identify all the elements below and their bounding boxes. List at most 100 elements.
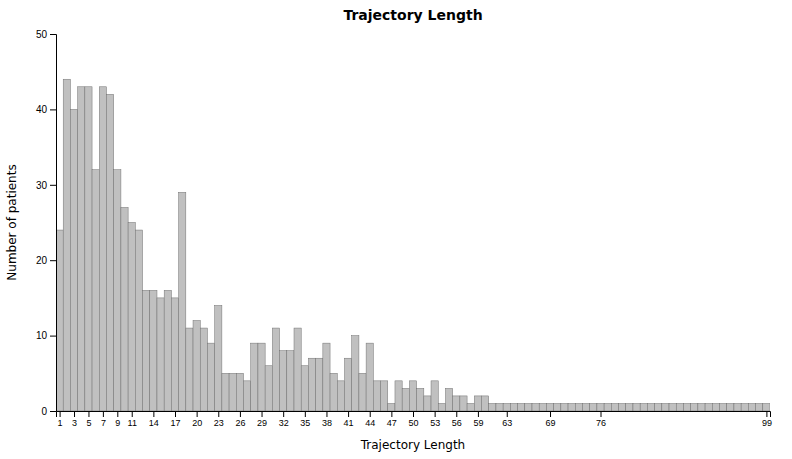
bar: [525, 403, 532, 411]
bar: [763, 403, 770, 411]
bar: [683, 403, 690, 411]
bar: [179, 192, 186, 411]
x-tick: 63: [502, 411, 512, 428]
bar: [366, 343, 373, 411]
x-tick-mark: [74, 411, 75, 417]
x-tick: 56: [452, 411, 462, 428]
bar: [554, 403, 561, 411]
bar: [474, 396, 481, 411]
bar: [200, 328, 207, 411]
bar: [546, 403, 553, 411]
bar: [395, 381, 402, 411]
bar: [381, 381, 388, 411]
bar: [78, 87, 85, 411]
bar: [741, 403, 748, 411]
bar: [157, 298, 164, 411]
x-tick: 5: [86, 411, 91, 428]
x-tick-mark: [88, 411, 89, 417]
bar: [316, 358, 323, 411]
bar: [655, 403, 662, 411]
x-tick: 53: [430, 411, 440, 428]
y-axis: 01020304050: [36, 29, 57, 417]
bar: [207, 343, 214, 411]
x-tick-label: 50: [408, 418, 418, 428]
x-tick-label: 14: [149, 418, 159, 428]
x-tick: 14: [149, 411, 159, 428]
bar: [272, 328, 279, 411]
y-tick-label: 0: [41, 406, 47, 417]
bar: [604, 403, 611, 411]
x-tick: 69: [546, 411, 556, 428]
bar: [244, 381, 251, 411]
x-tick: 29: [257, 411, 267, 428]
x-tick-label: 53: [430, 418, 440, 428]
bar: [691, 403, 698, 411]
x-tick: 23: [214, 411, 224, 428]
bar: [215, 305, 222, 411]
y-tick-mark: [50, 185, 56, 186]
bar: [85, 87, 92, 411]
bar: [186, 328, 193, 411]
x-tick: 26: [235, 411, 245, 428]
bar: [705, 403, 712, 411]
x-tick: 17: [170, 411, 180, 428]
y-tick: 0: [41, 406, 56, 417]
plot: 1357911141720232629323538414447505356596…: [36, 29, 772, 429]
x-tick-mark: [456, 411, 457, 417]
bar: [561, 403, 568, 411]
x-tick-label: 23: [214, 418, 224, 428]
x-tick: 11: [128, 411, 137, 428]
y-tick-label: 50: [36, 29, 48, 40]
bar: [489, 403, 496, 411]
x-tick-mark: [197, 411, 198, 417]
bar: [280, 351, 287, 411]
bar: [63, 79, 70, 411]
bar: [236, 373, 243, 411]
x-tick: 76: [596, 411, 606, 428]
y-tick: 20: [36, 255, 56, 266]
x-tick-label: 3: [72, 418, 77, 428]
bar: [575, 403, 582, 411]
x-tick-label: 99: [762, 418, 772, 428]
y-tick-label: 10: [36, 330, 48, 341]
bar: [330, 373, 337, 411]
bar: [287, 351, 294, 411]
bar: [460, 396, 467, 411]
y-tick: 50: [36, 29, 56, 40]
bar: [56, 230, 63, 411]
bar: [633, 403, 640, 411]
y-tick-label: 30: [36, 180, 48, 191]
bar: [496, 403, 503, 411]
x-tick-mark: [218, 411, 219, 417]
x-axis-line: [57, 412, 771, 418]
bar: [720, 403, 727, 411]
bar: [748, 403, 755, 411]
bar: [106, 94, 113, 411]
x-tick-mark: [348, 411, 349, 417]
x-tick: 41: [344, 411, 354, 428]
x-tick-mark: [283, 411, 284, 417]
x-tick-mark: [117, 411, 118, 417]
bar: [518, 403, 525, 411]
bar: [438, 403, 445, 411]
x-tick-mark: [413, 411, 414, 417]
bars: [56, 79, 770, 411]
x-tick-mark: [262, 411, 263, 417]
x-tick-mark: [175, 411, 176, 417]
x-tick-label: 29: [257, 418, 267, 428]
x-tick-mark: [507, 411, 508, 417]
x-tick-mark: [60, 411, 61, 417]
bar: [582, 403, 589, 411]
y-axis-line: [50, 35, 57, 412]
bar: [532, 403, 539, 411]
x-axis-title: Trajectory Length: [360, 438, 465, 452]
x-tick-label: 47: [387, 418, 397, 428]
bar: [323, 343, 330, 411]
bar: [482, 396, 489, 411]
x-tick-label: 7: [101, 418, 106, 428]
x-tick: 44: [365, 411, 375, 428]
bar: [734, 403, 741, 411]
bar: [135, 230, 142, 411]
x-tick-mark: [240, 411, 241, 417]
x-tick: 32: [279, 411, 289, 428]
